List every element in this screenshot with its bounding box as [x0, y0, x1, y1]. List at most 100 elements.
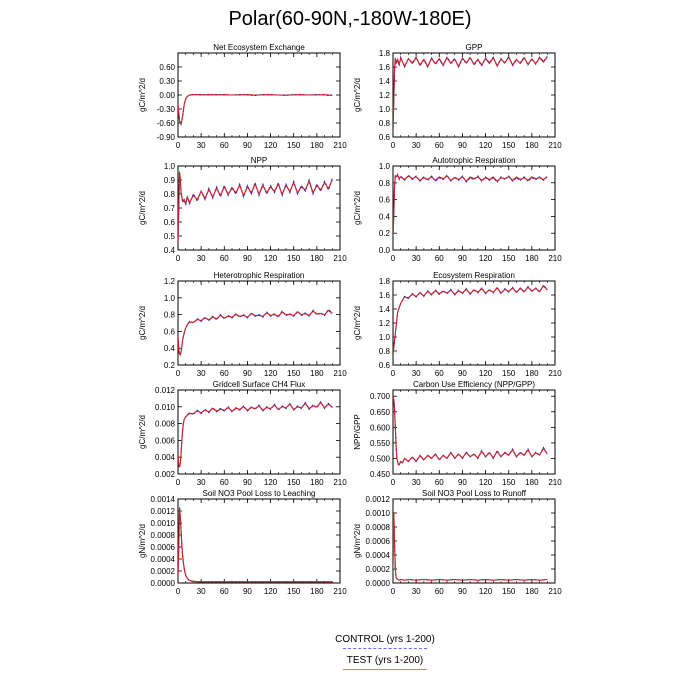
- series-line-control: [178, 400, 333, 468]
- x-tick-label: 210: [548, 587, 562, 596]
- x-tick-label: 210: [333, 141, 347, 150]
- series-line-control: [393, 55, 548, 134]
- y-tick-label: 0.4: [379, 212, 391, 221]
- y-tick-label: -0.30: [157, 105, 176, 114]
- x-tick-label: 210: [333, 587, 347, 596]
- y-tick-label: 0.500: [370, 454, 391, 463]
- x-tick-label: 120: [264, 141, 278, 150]
- legend-swatch-test: [343, 669, 427, 670]
- y-tick-label: 0.0014: [151, 495, 176, 504]
- series-line-test: [178, 507, 333, 583]
- x-tick-label: 180: [525, 587, 539, 596]
- x-tick-label: 0: [391, 478, 396, 487]
- x-tick-label: 60: [435, 478, 444, 487]
- y-tick-label: 0.8: [379, 179, 391, 188]
- chart-panel-10: Soil NO3 Pool Loss to Runoff gN/m^2/d 0 30 6…: [353, 489, 562, 596]
- y-tick-label: 0.002: [155, 470, 176, 479]
- y-tick-label: -0.90: [157, 133, 176, 142]
- x-tick-label: 210: [333, 254, 347, 263]
- x-tick-label: 90: [243, 369, 252, 378]
- y-tick-label: 1.0: [379, 333, 391, 342]
- x-tick-label: 150: [287, 141, 301, 150]
- series-line-control: [393, 512, 548, 581]
- y-tick-label: 0.5: [164, 232, 176, 241]
- x-tick-label: 90: [243, 478, 252, 487]
- plot-frame: [392, 280, 556, 366]
- x-tick-label: 150: [502, 254, 516, 263]
- y-tick-label: 0.0: [379, 246, 391, 255]
- plot-frame: [177, 280, 341, 366]
- series-line-control: [178, 308, 333, 357]
- y-tick-label: 0.6: [379, 196, 391, 205]
- y-tick-label: 0.010: [155, 403, 176, 412]
- x-tick-label: 150: [287, 254, 301, 263]
- x-tick-label: 180: [525, 478, 539, 487]
- chart-panel-8: Carbon Use Efficiency (NPP/GPP) NPP/GPP 0 3…: [353, 380, 562, 487]
- x-tick-label: 90: [458, 587, 467, 596]
- legend: CONTROL (yrs 1-200) TEST (yrs 1-200): [300, 634, 470, 670]
- y-tick-label: 0.4: [164, 344, 176, 353]
- y-tick-label: 0.0006: [151, 543, 176, 552]
- x-tick-label: 180: [310, 478, 324, 487]
- y-tick-label: 0.0012: [366, 495, 391, 504]
- panel-title: Soil NO3 Pool Loss to Runoff: [422, 489, 527, 498]
- legend-entry-control: CONTROL (yrs 1-200): [300, 634, 470, 649]
- series-line-control: [178, 93, 333, 126]
- y-tick-label: 0.0004: [151, 555, 176, 564]
- y-tick-label: 0.0002: [366, 565, 391, 574]
- x-tick-label: 90: [243, 587, 252, 596]
- y-tick-label: 0.2: [164, 361, 176, 370]
- x-tick-label: 0: [391, 254, 396, 263]
- legend-swatch-control: [343, 648, 427, 649]
- x-tick-label: 120: [479, 478, 493, 487]
- panel-title: Carbon Use Efficiency (NPP/GPP): [413, 380, 535, 389]
- plot-frame: [392, 498, 556, 584]
- chart-panel-3: NPP gC/m^2/d 0 30 60 90 120 150 180 210 0.4 0.5 0.6 0…: [138, 156, 347, 263]
- series-line-test: [178, 171, 333, 244]
- y-tick-label: 0.0012: [151, 507, 176, 516]
- x-tick-label: 30: [197, 141, 206, 150]
- y-tick-label: 1.2: [379, 319, 391, 328]
- x-tick-label: 0: [176, 369, 181, 378]
- x-tick-label: 60: [220, 141, 229, 150]
- y-tick-label: 0.450: [370, 470, 391, 479]
- y-axis-label: gC/m^2/d: [353, 191, 362, 225]
- x-tick-label: 0: [176, 478, 181, 487]
- chart-panel-4: Autotrophic Respiration gC/m^2/d 0 30 60 90 12…: [353, 156, 562, 263]
- y-tick-label: 0.008: [155, 420, 176, 429]
- panel-title: NPP: [251, 156, 267, 165]
- y-tick-label: 1.0: [164, 294, 176, 303]
- x-tick-label: 30: [197, 587, 206, 596]
- x-tick-label: 180: [310, 254, 324, 263]
- x-tick-label: 60: [220, 369, 229, 378]
- y-tick-label: 1.4: [379, 305, 391, 314]
- y-tick-label: 0.8: [379, 119, 391, 128]
- y-tick-label: 0.550: [370, 439, 391, 448]
- series-line-test: [178, 401, 333, 468]
- x-tick-label: 90: [458, 478, 467, 487]
- y-tick-label: -0.60: [157, 119, 176, 128]
- x-tick-label: 120: [264, 369, 278, 378]
- main-title: Polar(60-90N,-180W-180E): [228, 8, 472, 30]
- x-tick-label: 180: [310, 587, 324, 596]
- x-tick-label: 150: [502, 369, 516, 378]
- x-tick-label: 90: [243, 141, 252, 150]
- plot-frame: [392, 165, 556, 251]
- y-tick-label: 0.006: [155, 436, 176, 445]
- chart-panel-7: Gridcell Surface CH4 Flux gC/m^2/d 0 30 60 90…: [138, 380, 347, 487]
- y-tick-label: 0.650: [370, 408, 391, 417]
- series-line-control: [178, 507, 333, 583]
- panel-title: Gridcell Surface CH4 Flux: [213, 380, 305, 389]
- legend-label-test: TEST (yrs 1-200): [346, 655, 424, 666]
- series-line-test: [178, 93, 333, 127]
- x-tick-label: 150: [502, 587, 516, 596]
- x-tick-label: 60: [435, 141, 444, 150]
- x-tick-label: 150: [502, 478, 516, 487]
- x-tick-label: 0: [391, 141, 396, 150]
- x-tick-label: 120: [479, 587, 493, 596]
- series-line-test: [178, 309, 333, 357]
- y-axis-label: gC/m^2/d: [138, 415, 147, 449]
- series-line-test: [393, 56, 548, 134]
- y-tick-label: 0.60: [159, 63, 175, 72]
- x-tick-label: 60: [220, 254, 229, 263]
